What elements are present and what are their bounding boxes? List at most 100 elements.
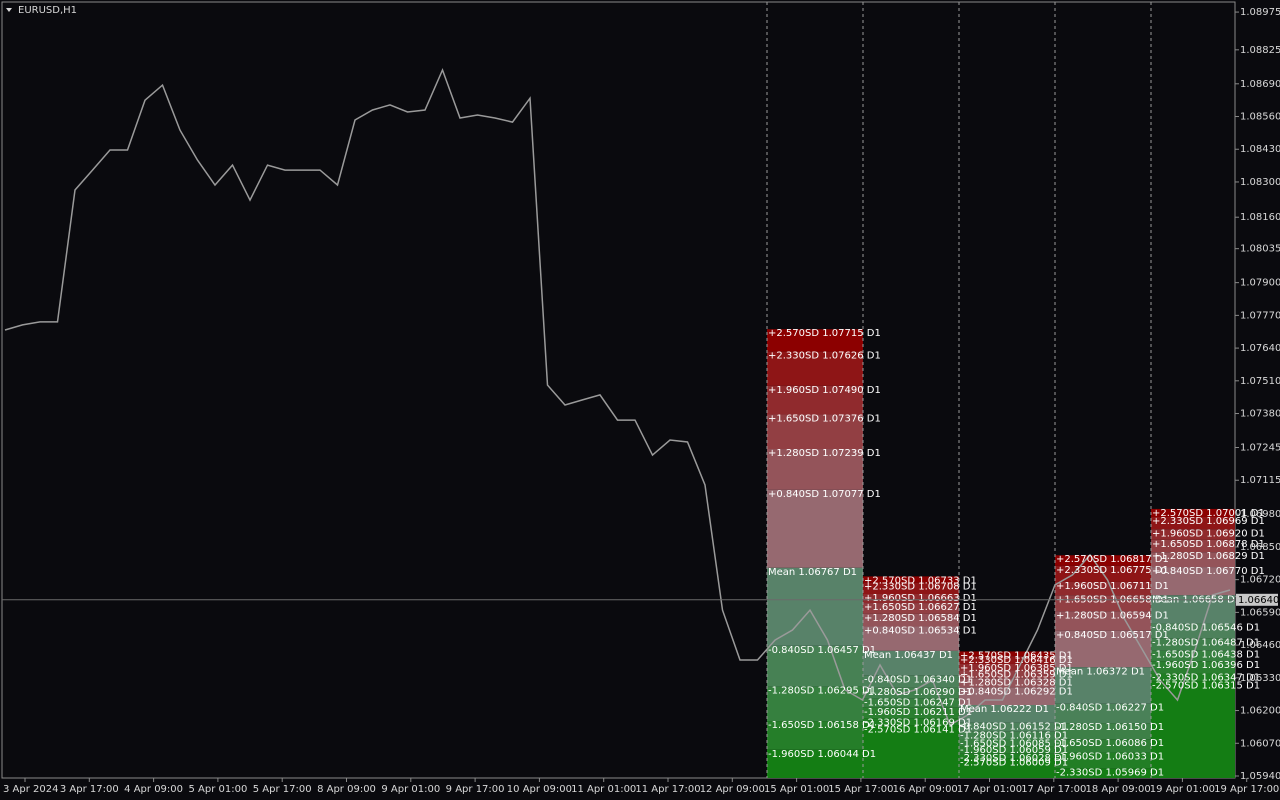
sd-level-label: Mean 1.06222 D1 [960, 704, 1049, 715]
y-tick-label: 1.06720 [1240, 575, 1280, 586]
y-tick-label: 1.07510 [1240, 376, 1280, 387]
sd-band [1055, 595, 1151, 612]
sd-level-label: +2.330SD 1.06775 D1 [1056, 565, 1169, 576]
menu-arrow[interactable] [6, 8, 12, 12]
sd-level-label: -1.280SD 1.06295 D1 [768, 686, 876, 697]
y-tick-label: 1.07115 [1240, 475, 1280, 486]
sd-level-label: -2.570SD 1.06141 D1 [864, 724, 972, 735]
sd-level-label: +2.330SD 1.07626 D1 [768, 351, 881, 362]
x-tick-label: 5 Apr 17:00 [253, 784, 312, 795]
y-tick-label: 1.08560 [1240, 112, 1280, 123]
sd-band [1055, 752, 1151, 769]
sd-level-label: +2.330SD 1.06708 D1 [864, 582, 977, 593]
sd-level-label: +1.280SD 1.07239 D1 [768, 448, 881, 459]
sd-band [863, 594, 959, 604]
current-price-box [1236, 593, 1278, 606]
sd-level-label: -1.280SD 1.06487 D1 [1152, 637, 1260, 648]
price-series [4, 67, 1231, 726]
sd-level-label: -0.840SD 1.06227 D1 [1056, 703, 1164, 714]
sd-level-label: +0.840SD 1.07077 D1 [768, 489, 881, 500]
y-tick-label: 1.08975 [1240, 7, 1280, 18]
sd-band [1151, 638, 1235, 651]
x-tick-label: 3 Apr 17:00 [60, 784, 119, 795]
sd-level-label: +1.280SD 1.06594 D1 [1056, 610, 1169, 621]
x-tick-label: 15 Apr 17:00 [828, 784, 893, 795]
sd-band [767, 749, 863, 778]
sd-band [863, 725, 959, 778]
sd-level-label: -1.960SD 1.06059 D1 [960, 745, 1068, 756]
sd-band [1151, 623, 1235, 639]
x-tick-label: 3 Apr 2024 [3, 784, 58, 795]
x-tick-label: 18 Apr 09:00 [1085, 784, 1150, 795]
sd-level-label: +1.650SD 1.06359 D1 [960, 670, 1073, 681]
sd-band [767, 385, 863, 415]
sd-level-label: -0.840SD 1.06340 D1 [864, 674, 972, 685]
sd-band [863, 687, 959, 699]
sd-band [959, 678, 1055, 688]
sd-band [1151, 567, 1235, 596]
sd-band [767, 645, 863, 687]
y-tick-label: 1.06460 [1240, 640, 1280, 651]
x-tick-label: 8 Apr 09:00 [317, 784, 376, 795]
sd-band [863, 613, 959, 627]
sd-level-label: +1.280SD 1.06328 D1 [960, 677, 1073, 688]
sd-zones [767, 329, 1235, 778]
current-price-label: 1.06640 [1238, 595, 1279, 606]
sd-band [863, 603, 959, 614]
sd-level-label: Mean 1.06372 D1 [1056, 666, 1145, 677]
sd-band [959, 753, 1055, 759]
sd-band [767, 567, 863, 646]
y-tick-label: 1.07900 [1240, 278, 1280, 289]
sd-band [767, 721, 863, 750]
price-line [4, 67, 1231, 726]
x-tick-label: 5 Apr 01:00 [188, 784, 247, 795]
sd-level-label: -1.650SD 1.06247 D1 [864, 698, 972, 709]
sd-band [767, 449, 863, 490]
axes: 1.08975 1.08825 1.08690 1.08560 1.08430 1.083… [2, 7, 1280, 795]
y-tick-label: 1.06330 [1240, 673, 1280, 684]
sd-level-label: +1.650SD 1.06878 D1 [1152, 539, 1265, 550]
sd-band [767, 329, 863, 352]
x-tick-label: 17 Apr 17:00 [1021, 784, 1086, 795]
sd-level-label: +2.570SD 1.07715 D1 [768, 328, 881, 339]
y-tick-label: 1.07245 [1240, 443, 1280, 454]
sd-level-label: -1.650SD 1.06438 D1 [1152, 650, 1260, 661]
x-tick-label: 15 Apr 01:00 [764, 784, 829, 795]
sd-band [1151, 661, 1235, 674]
sd-level-label: +1.280SD 1.06584 D1 [864, 613, 977, 624]
sd-level-label: +2.330SD 1.06969 D1 [1152, 516, 1265, 527]
sd-level-label: +1.960SD 1.06663 D1 [864, 593, 977, 604]
sd-level-label: -0.840SD 1.06457 D1 [768, 645, 876, 656]
sd-level-label: +0.840SD 1.06292 D1 [960, 686, 1073, 697]
sd-level-label: -1.280SD 1.06290 D1 [864, 687, 972, 698]
x-tick-label: 19 Apr 01:00 [1150, 784, 1215, 795]
sd-level-label: +2.570SD 1.07001 D1 [1152, 508, 1265, 519]
y-tick-label: 1.08690 [1240, 79, 1280, 90]
y-tick-label: 1.08160 [1240, 212, 1280, 223]
y-tick-label: 1.08430 [1240, 144, 1280, 155]
symbol-label: EURUSD,H1 [18, 5, 77, 16]
sd-level-label: -1.650SD 1.06086 D1 [1056, 738, 1164, 749]
sd-level-label: +0.840SD 1.06770 D1 [1152, 566, 1265, 577]
sd-band [863, 698, 959, 708]
sd-level-label: Mean 1.06767 D1 [768, 567, 857, 578]
sd-level-label: -2.330SD 1.05969 D1 [1056, 768, 1164, 779]
sd-level-label: +2.570SD 1.06817 D1 [1056, 554, 1169, 565]
sd-band [1055, 739, 1151, 753]
x-tick-label: 9 Apr 17:00 [446, 784, 505, 795]
y-tick-label: 1.06070 [1240, 738, 1280, 749]
sd-band [959, 758, 1055, 778]
y-tick-label: 1.06200 [1240, 706, 1280, 717]
sd-band [1055, 667, 1151, 704]
y-tick-label: 1.06850 [1240, 542, 1280, 553]
sd-level-label: +0.840SD 1.06534 D1 [864, 625, 977, 636]
sd-level-label: -2.570SD 1.06009 D1 [960, 758, 1068, 769]
sd-band [959, 687, 1055, 706]
sd-level-label: +0.840SD 1.06517 D1 [1056, 630, 1169, 641]
sd-level-label: -2.330SD 1.06347 D1 [1152, 673, 1260, 684]
sd-level-label: -1.280SD 1.06150 D1 [1056, 722, 1164, 733]
sd-band [1055, 703, 1151, 724]
sd-band [767, 351, 863, 386]
sd-band [959, 705, 1055, 723]
